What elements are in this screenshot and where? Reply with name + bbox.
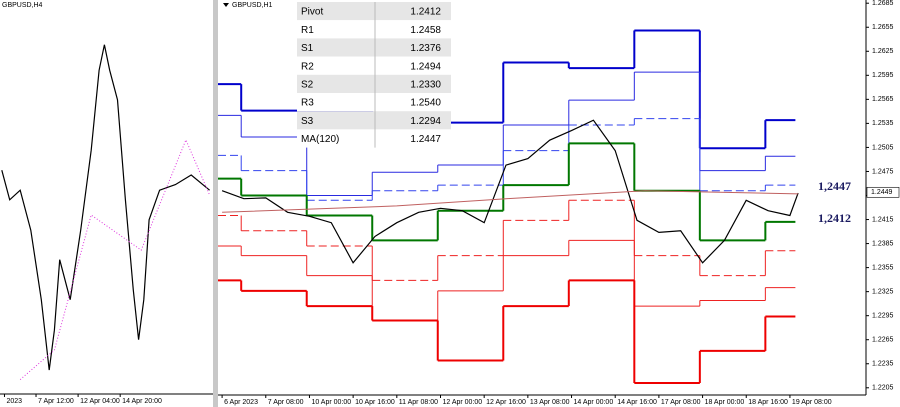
price-line — [221, 119, 799, 264]
x-tick-label: 14 Apr 00:00 — [574, 399, 614, 406]
table-cell: S1 — [301, 43, 314, 54]
table-cell: R2 — [301, 61, 314, 72]
x-tick-label: 6 Apr 2023 — [224, 399, 258, 406]
y-tick-label: 1.2325 — [872, 288, 894, 295]
table-row — [297, 111, 451, 130]
x-tick-label: 12 Apr 00:00 — [442, 399, 482, 406]
table-cell: 1.2330 — [410, 80, 441, 91]
x-tick-label: 10 Apr 00:00 — [311, 399, 351, 406]
chart-title: GBPUSD,H4 — [2, 2, 43, 9]
table-cell: S3 — [301, 116, 314, 127]
table-cell: 1.2412 — [410, 7, 441, 18]
x-tick-label: 7 Apr 12:00 — [38, 398, 74, 405]
y-tick-label: 1.2475 — [872, 168, 894, 175]
annotation: 1,2412 — [818, 211, 851, 225]
y-tick-label: 1.2565 — [872, 96, 894, 103]
panel-splitter — [213, 0, 218, 407]
y-tick-label: 1.2625 — [872, 48, 894, 55]
x-tick-label: 18 Apr 00:00 — [705, 399, 745, 406]
table-row — [297, 56, 451, 75]
table-cell: R1 — [301, 25, 314, 36]
y-tick-label: 1.2385 — [872, 240, 894, 247]
table-cell: 1.2294 — [410, 116, 441, 127]
table-cell: 1.2494 — [410, 61, 441, 72]
y-tick-label: 1.2355 — [872, 264, 894, 271]
x-tick-label: 2023 — [6, 398, 22, 405]
x-tick-label: 12 Apr 16:00 — [486, 399, 526, 406]
table-cell: MA(120) — [301, 134, 339, 145]
x-tick-label: 17 Apr 08:00 — [661, 399, 701, 406]
table-cell: R3 — [301, 98, 314, 109]
x-tick-label: 18 Apr 16:00 — [748, 399, 788, 406]
table-row — [297, 74, 451, 93]
table-row — [297, 38, 451, 57]
y-tick-label: 1.2535 — [872, 120, 894, 127]
table-row — [297, 129, 451, 148]
y-tick-label: 1.2415 — [872, 216, 894, 223]
price-line — [19, 138, 211, 380]
table-row — [297, 20, 451, 39]
last-price-label: 1.2449 — [871, 189, 893, 196]
chart-title: GBPUSD,H1 — [232, 2, 273, 9]
x-tick-label: 7 Apr 08:00 — [268, 399, 304, 406]
x-tick-label: 13 Apr 08:00 — [530, 399, 570, 406]
y-tick-label: 1.2685 — [872, 0, 894, 7]
price-line — [1, 44, 210, 371]
y-tick-label: 1.2205 — [872, 385, 894, 392]
annotation: 1,2447 — [818, 179, 851, 193]
x-tick-label: 19 Apr 08:00 — [792, 399, 832, 406]
y-tick-label: 1.2235 — [872, 361, 894, 368]
y-tick-label: 1.2655 — [872, 24, 894, 31]
price-line — [222, 190, 799, 213]
x-tick-label: 14 Apr 20:00 — [122, 398, 162, 405]
table-cell: Pivot — [301, 7, 323, 18]
table-cell: 1.2540 — [410, 98, 441, 109]
table-cell: S2 — [301, 80, 314, 91]
y-tick-label: 1.2505 — [872, 144, 894, 151]
y-tick-label: 1.2295 — [872, 313, 894, 320]
x-tick-label: 12 Apr 04:00 — [80, 398, 120, 405]
table-row — [297, 2, 451, 21]
table-cell: 1.2447 — [410, 134, 441, 145]
y-tick-label: 1.2595 — [872, 72, 894, 79]
table-cell: 1.2458 — [410, 25, 441, 36]
y-tick-label: 1.2265 — [872, 337, 894, 344]
last-price-box — [866, 186, 900, 198]
x-tick-label: 10 Apr 16:00 — [355, 399, 395, 406]
x-tick-label: 14 Apr 16:00 — [617, 399, 657, 406]
plot-layer — [1, 44, 211, 380]
x-tick-label: 11 Apr 08:00 — [399, 399, 438, 406]
menu-arrow — [223, 3, 229, 7]
table-row — [297, 93, 451, 112]
table-cell: 1.2376 — [410, 43, 441, 54]
